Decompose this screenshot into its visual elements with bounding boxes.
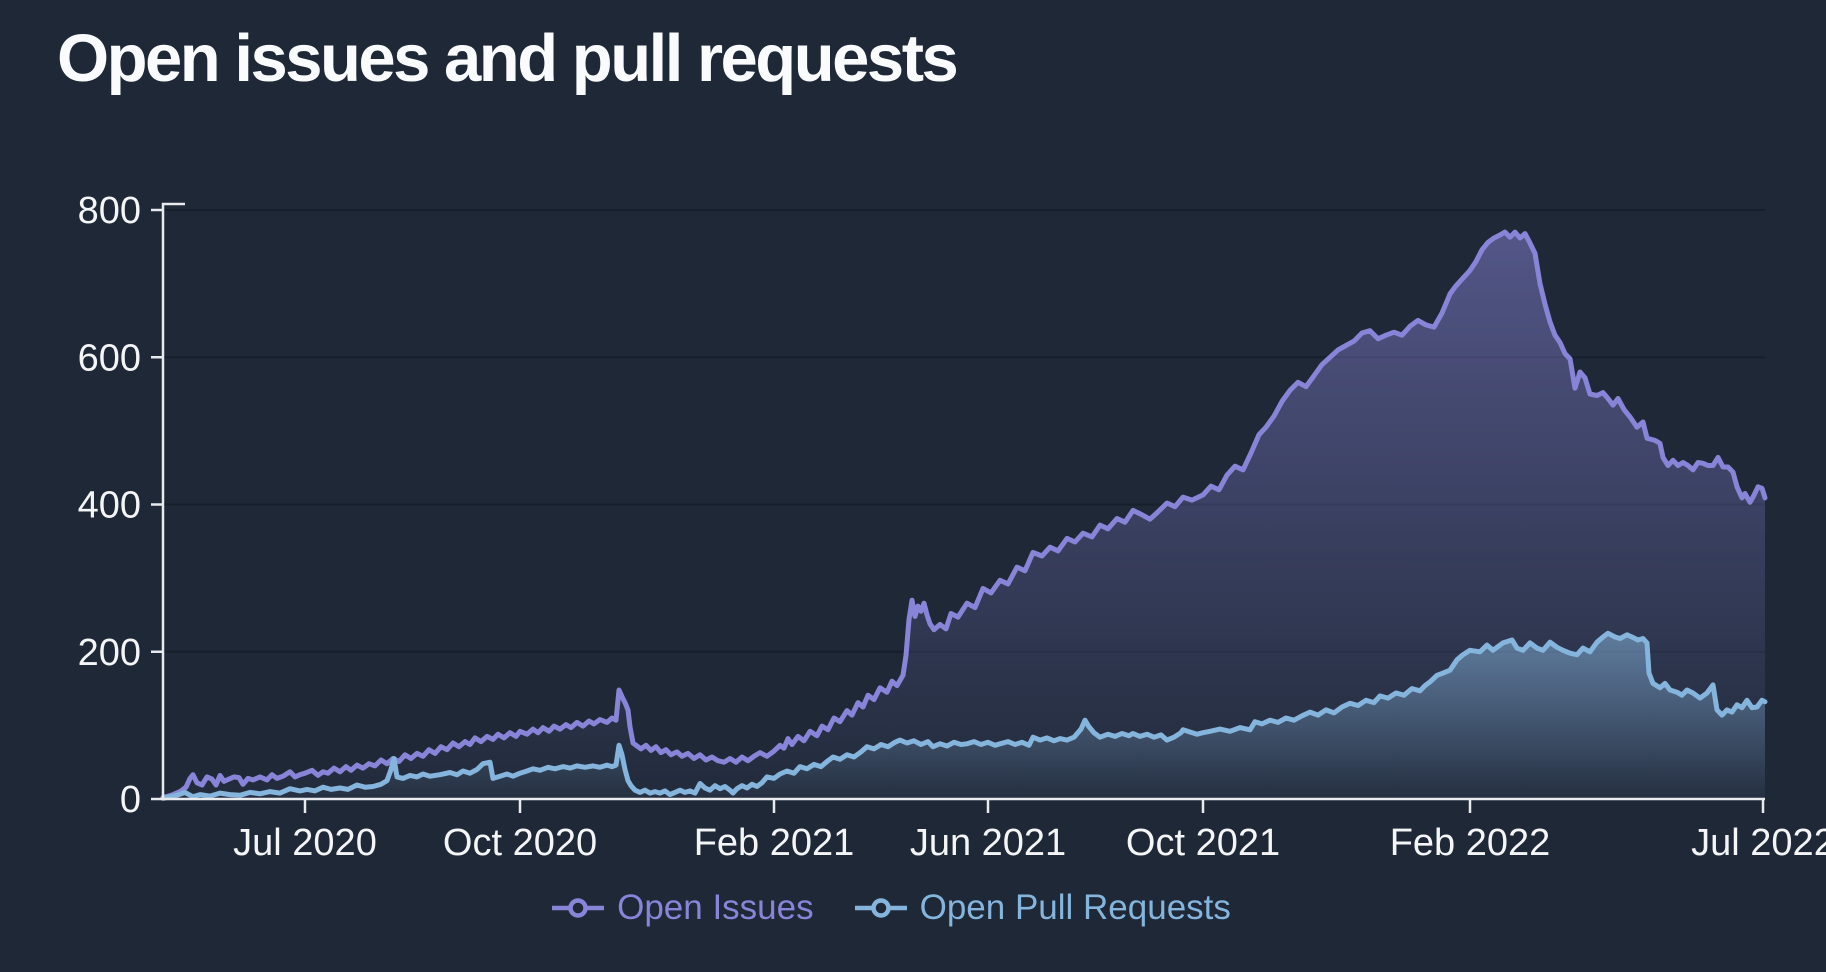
open-issues-legend-marker bbox=[552, 898, 605, 918]
y-tick-label-200: 200 bbox=[78, 632, 141, 674]
open_issues-area bbox=[163, 232, 1765, 800]
open-pull-requests-legend-label: Open Pull Requests bbox=[919, 888, 1231, 927]
lines-group bbox=[160, 229, 1768, 801]
x-tick-label: Jun 2021 bbox=[910, 822, 1066, 864]
y-tick-label-400: 400 bbox=[78, 485, 141, 527]
x-tick-label: Oct 2021 bbox=[1126, 822, 1280, 864]
legend-item-open-pull-requests[interactable]: Open Pull Requests bbox=[852, 888, 1231, 928]
x-tick-label: Oct 2020 bbox=[443, 822, 597, 864]
chart-title: Open issues and pull requests bbox=[57, 21, 959, 96]
open_pull_requests-line bbox=[160, 630, 1768, 801]
open-pull-requests-legend-marker bbox=[854, 898, 907, 918]
legend-item-open-issues[interactable]: Open Issues bbox=[549, 888, 814, 928]
axis-domain bbox=[161, 202, 1765, 801]
x-tick-label: Feb 2021 bbox=[694, 822, 855, 864]
chart-legend: Open Issues Open Pull Requests bbox=[0, 888, 1780, 928]
axis-labels-group: 0 200 400 600 800 Jul 2020 Oct 2020 Feb 2021 Jun… bbox=[78, 190, 1826, 864]
axes-group bbox=[151, 202, 1765, 813]
open_issues-line bbox=[160, 229, 1768, 800]
x-tick-label: Jul 2020 bbox=[233, 822, 377, 864]
x-tick-label: Feb 2022 bbox=[1390, 822, 1551, 864]
areas-group bbox=[163, 232, 1765, 800]
x-tick-label: Jul 2022 bbox=[1691, 822, 1826, 864]
y-tick-label-0: 0 bbox=[120, 779, 141, 821]
open-issues-legend-label: Open Issues bbox=[617, 888, 814, 927]
y-tick-label-800: 800 bbox=[78, 190, 141, 232]
open_pull_requests-area bbox=[163, 633, 1765, 799]
y-tick-label-600: 600 bbox=[78, 337, 141, 379]
